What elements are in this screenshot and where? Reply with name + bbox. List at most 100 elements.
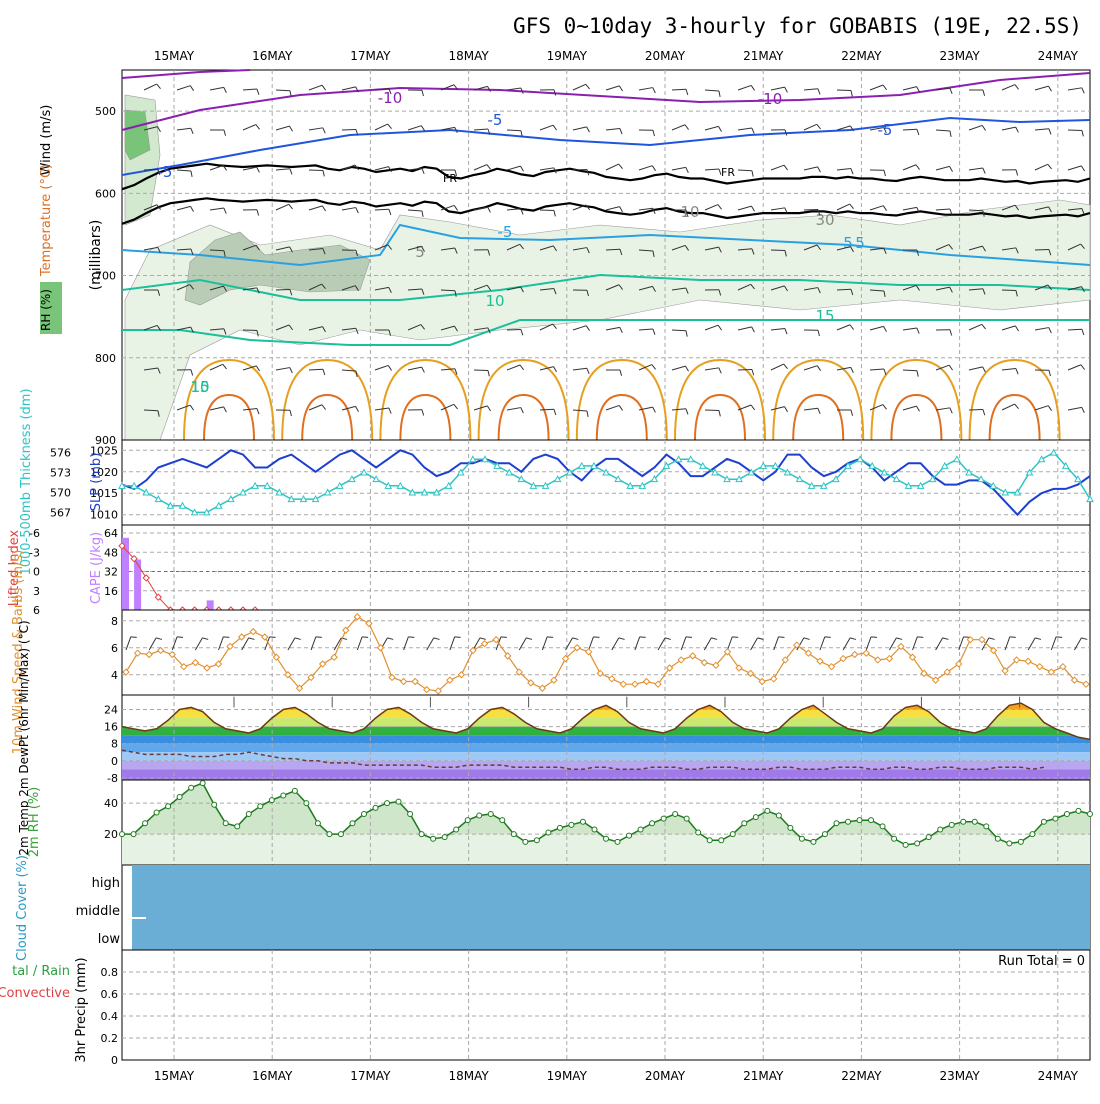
rh-marker: [315, 821, 320, 826]
thickness-tick-label: 570: [50, 486, 71, 499]
rh-marker: [903, 842, 908, 847]
rh-side-label: RH (%): [39, 289, 53, 331]
wind10-tick-label: 8: [111, 615, 118, 628]
precip-side-label-convective: Convective: [0, 986, 70, 1001]
rh-marker: [742, 821, 747, 826]
rh-marker: [292, 788, 297, 793]
rh-marker: [246, 812, 251, 817]
cloud-fill: [132, 865, 1090, 950]
wind10-barb: [408, 637, 414, 638]
precip-tick-label: 0.8: [101, 966, 119, 979]
rh-marker: [338, 832, 343, 837]
contour-label: 15: [190, 378, 209, 396]
date-label-bottom: 24MAY: [1038, 1069, 1079, 1083]
wind10-barb: [547, 637, 553, 638]
date-label-top: 20MAY: [645, 49, 686, 63]
lifted-tick-label: 6: [33, 604, 40, 617]
rh-marker: [684, 816, 689, 821]
rh-marker: [995, 836, 1000, 841]
wind10-tick-label: 4: [111, 669, 118, 682]
date-label-top: 21MAY: [743, 49, 784, 63]
cloud-axis-label: Cloud Cover (%): [15, 855, 30, 961]
rh-marker: [822, 832, 827, 837]
wind10-barb: [917, 637, 923, 638]
rh-marker: [235, 824, 240, 829]
wind10-barb: [455, 637, 461, 638]
temp-band: [122, 752, 1090, 761]
rh-marker: [154, 810, 159, 815]
wind10-barb: [825, 637, 831, 638]
lifted-tick-label: 3: [33, 585, 40, 598]
panels: 500600700800900-10-10-5-5-5FRFR10-553010…: [0, 70, 1100, 1067]
rh-marker: [650, 821, 655, 826]
cape-bar: [122, 538, 129, 610]
contour-label: -5: [498, 223, 513, 241]
lifted-tick-label: -3: [29, 546, 40, 559]
y-axis-label: (millibars): [88, 220, 104, 291]
rh-marker: [984, 824, 989, 829]
rh-marker: [1088, 812, 1093, 817]
cloud-level-label: middle: [76, 904, 120, 919]
chart-title: GFS 0~10day 3-hourly for GOBABIS (19E, 2…: [513, 14, 1082, 38]
contour-label: 30: [815, 211, 834, 229]
contour-label: FR: [443, 172, 457, 185]
pressure-tick-label: 800: [95, 352, 116, 365]
date-label-bottom: 21MAY: [743, 1069, 784, 1083]
rh-axis-label: 2m RH (%): [27, 787, 42, 858]
rh-marker: [281, 793, 286, 798]
contour-label: -10: [758, 90, 783, 108]
slp-axis-label: SLP (mb): [89, 453, 104, 512]
cape-tick-label: 16: [104, 585, 118, 598]
wind10-barb: [177, 637, 183, 638]
date-label-top: 19MAY: [547, 49, 588, 63]
temp-band: [122, 769, 1090, 780]
wind10-barb: [593, 637, 599, 638]
rh-marker: [638, 827, 643, 832]
rh-marker: [200, 781, 205, 786]
cloud-level-label: low: [98, 932, 121, 947]
rh-marker: [834, 821, 839, 826]
wind10-barb: [131, 637, 137, 638]
precip-tick-label: 0: [111, 1054, 118, 1067]
contour-label: 15: [815, 307, 834, 325]
rh-marker: [419, 832, 424, 837]
rh-marker: [143, 821, 148, 826]
precip-tick-label: 0.4: [101, 1010, 119, 1023]
contour-label: 5: [855, 234, 865, 252]
upper-air-panel: 500600700800900-10-10-5-5-5FRFR10-553010…: [39, 70, 1090, 447]
rh-marker: [961, 819, 966, 824]
pressure-tick-label: 600: [95, 187, 116, 200]
wind10-barb: [686, 637, 692, 638]
wind10-barb: [501, 637, 507, 638]
rh-marker: [799, 836, 804, 841]
rh-marker: [719, 838, 724, 843]
rh-marker: [811, 839, 816, 844]
cape-axis-label: CAPE (J/kg): [89, 532, 104, 604]
precip-panel-frame: [122, 950, 1090, 1060]
date-label-top: 17MAY: [350, 49, 391, 63]
date-label-top: 23MAY: [939, 49, 980, 63]
temp-tick-label: 8: [111, 738, 118, 751]
date-label-top: 15MAY: [154, 49, 195, 63]
rh-marker: [1030, 832, 1035, 837]
rh-marker: [189, 785, 194, 790]
rh-marker: [604, 836, 609, 841]
date-label-bottom: 18MAY: [448, 1069, 489, 1083]
date-label-top: 16MAY: [252, 49, 293, 63]
contour-label: 10: [485, 292, 504, 310]
date-label-top: 24MAY: [1038, 49, 1079, 63]
wind10-barb: [1010, 637, 1016, 638]
rh-marker: [465, 818, 470, 823]
rh-marker: [373, 805, 378, 810]
date-label-bottom: 20MAY: [645, 1069, 686, 1083]
rh-marker: [592, 827, 597, 832]
wind10-panel-frame: [122, 610, 1090, 695]
date-label-bottom: 16MAY: [252, 1069, 293, 1083]
rh-marker: [131, 832, 136, 837]
precip-side-label-rain: tal / Rain: [12, 964, 70, 979]
temp-tick-label: 0: [111, 755, 118, 768]
rh-marker: [442, 835, 447, 840]
